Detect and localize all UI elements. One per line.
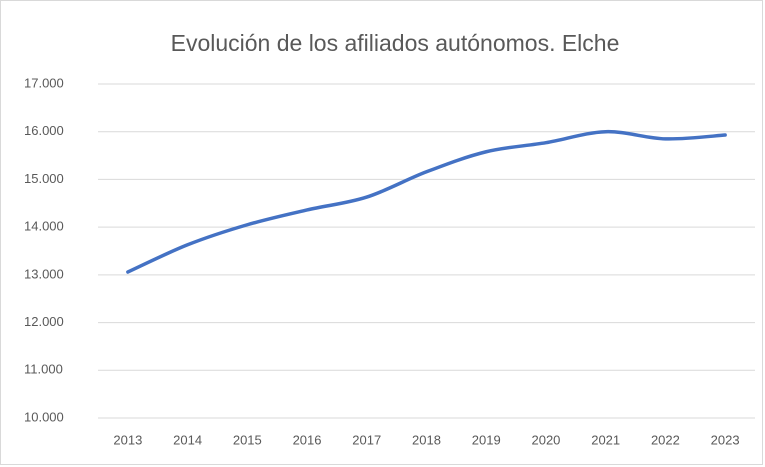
- y-tick-label: 13.000: [24, 266, 64, 281]
- x-tick-label: 2018: [412, 432, 441, 447]
- x-tick-label: 2013: [113, 432, 142, 447]
- y-tick-label: 12.000: [24, 314, 64, 329]
- x-tick-label: 2021: [591, 432, 620, 447]
- x-tick-label: 2015: [233, 432, 262, 447]
- x-tick-label: 2023: [711, 432, 740, 447]
- line-series: [126, 129, 727, 274]
- chart-title: Evolución de los afiliados autónomos. El…: [171, 30, 620, 56]
- x-tick-label: 2020: [531, 432, 560, 447]
- y-tick-label: 14.000: [24, 219, 64, 234]
- y-tick-label: 17.000: [24, 75, 64, 90]
- x-tick-label: 2016: [293, 432, 322, 447]
- y-tick-label: 10.000: [24, 409, 64, 424]
- x-tick-label: 2022: [651, 432, 680, 447]
- y-tick-label: 16.000: [24, 123, 64, 138]
- x-tick-label: 2019: [472, 432, 501, 447]
- y-tick-label: 15.000: [24, 171, 64, 186]
- y-tick-label: 11.000: [24, 362, 63, 377]
- x-tick-label: 2017: [352, 432, 381, 447]
- x-tick-label: 2014: [173, 432, 202, 447]
